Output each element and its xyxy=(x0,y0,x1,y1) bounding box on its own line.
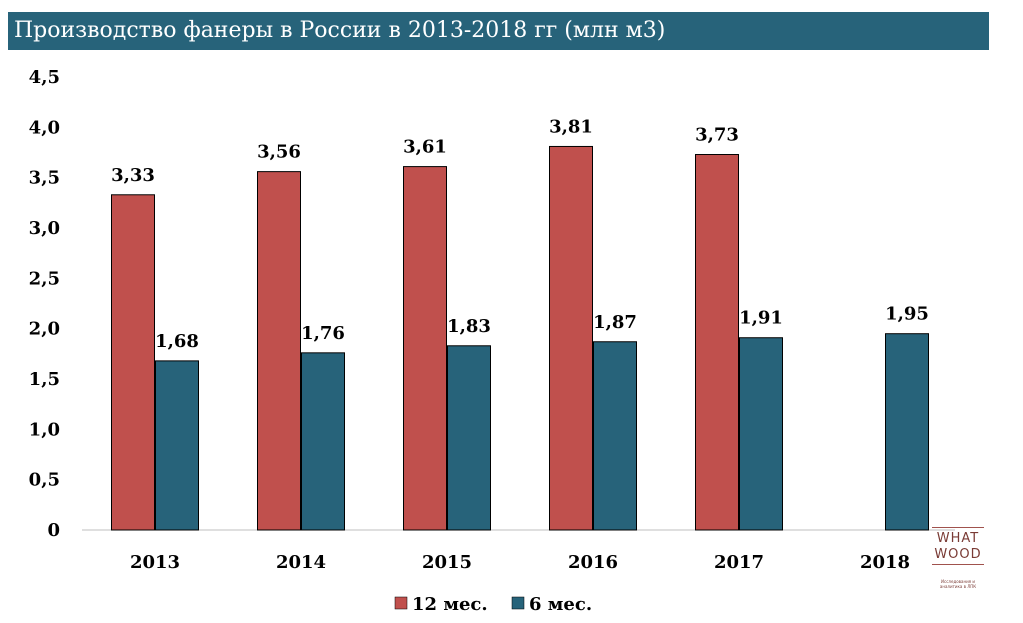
y-tick-label: 1,0 xyxy=(29,419,60,440)
y-tick-label: 3,5 xyxy=(29,168,60,189)
chart-title: Производство фанеры в России в 2013-2018… xyxy=(14,18,666,43)
y-tick-label: 4,5 xyxy=(29,67,60,88)
data-label: 3,56 xyxy=(257,142,301,163)
bar xyxy=(447,345,491,531)
bar xyxy=(257,171,301,531)
data-label: 3,81 xyxy=(549,116,593,137)
legend-swatch xyxy=(394,596,408,610)
bar xyxy=(695,154,739,531)
x-tick-label: 2015 xyxy=(422,552,472,573)
y-axis-ticks: 0 0,5 1,0 1,5 2,0 2,5 3,0 3,5 4,0 4,5 xyxy=(29,67,60,541)
data-label: 1,76 xyxy=(301,323,345,344)
y-tick-label: 0,5 xyxy=(29,470,60,491)
bar xyxy=(593,341,637,531)
legend: 12 мес. 6 мес. xyxy=(394,594,592,615)
y-tick-label: 0 xyxy=(47,520,60,541)
data-label: 3,73 xyxy=(695,125,739,146)
x-tick-label: 2014 xyxy=(276,552,326,573)
x-axis-ticks: 2013 2014 2015 2016 2017 2018 xyxy=(130,552,910,573)
legend-label: 12 мес. xyxy=(412,594,488,615)
bar xyxy=(301,352,345,531)
y-tick-label: 3,0 xyxy=(29,218,60,239)
bar xyxy=(885,333,929,531)
logo-word-2: WOOD xyxy=(934,547,982,562)
data-label: 1,87 xyxy=(593,312,637,333)
y-tick-label: 2,5 xyxy=(29,268,60,289)
data-label: 1,68 xyxy=(155,331,199,352)
y-tick-label: 2,0 xyxy=(29,319,60,340)
x-tick-label: 2013 xyxy=(130,552,180,573)
bar xyxy=(155,360,199,531)
data-label: 1,95 xyxy=(885,304,929,325)
whatwood-logo: WHAT WOOD Исследования и аналитика в ЛПК xyxy=(932,527,984,591)
legend-swatch xyxy=(511,596,525,610)
bar xyxy=(549,145,593,531)
bar xyxy=(111,194,155,531)
logo-word-1: WHAT xyxy=(936,531,980,546)
y-tick-label: 4,0 xyxy=(29,117,60,138)
data-labels: 3,33 1,68 3,56 1,76 3,61 1,83 3,81 1,87 3,73 1,91… xyxy=(111,116,929,351)
x-tick-label: 2018 xyxy=(860,552,910,573)
data-label: 3,33 xyxy=(111,165,155,186)
title-bar: Производство фанеры в России в 2013-2018… xyxy=(8,12,989,50)
logo-tagline: Исследования и аналитика в ЛПК xyxy=(939,579,977,589)
y-tick-label: 1,5 xyxy=(29,369,60,390)
legend-label: 6 мес. xyxy=(529,594,592,615)
x-tick-label: 2017 xyxy=(714,552,764,573)
data-label: 1,91 xyxy=(739,308,783,329)
x-tick-label: 2016 xyxy=(568,552,618,573)
data-label: 3,61 xyxy=(403,137,447,158)
bar xyxy=(739,337,783,531)
bar xyxy=(403,166,447,531)
bars xyxy=(111,145,929,531)
data-label: 1,83 xyxy=(447,316,491,337)
